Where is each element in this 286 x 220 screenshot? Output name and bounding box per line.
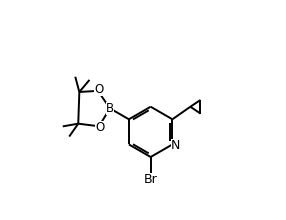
Text: Br: Br <box>144 173 158 186</box>
Text: O: O <box>96 121 105 134</box>
Text: N: N <box>171 139 180 152</box>
Text: O: O <box>94 83 104 96</box>
Text: B: B <box>106 102 114 115</box>
